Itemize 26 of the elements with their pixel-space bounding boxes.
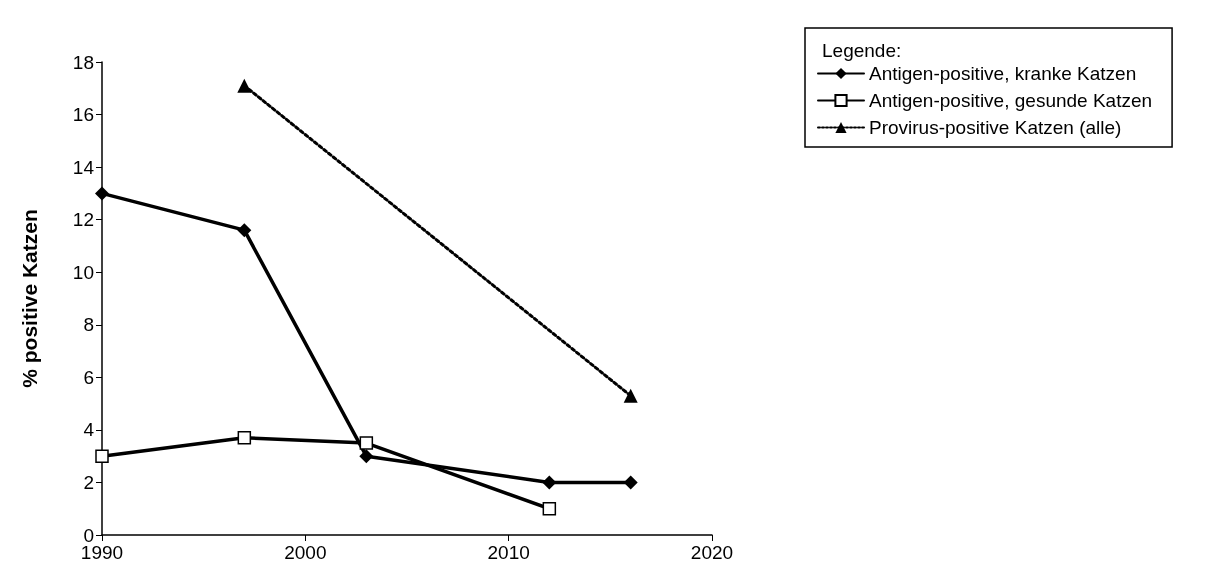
point [542,475,557,490]
point [359,449,374,464]
legend-title: Legende: [822,40,902,61]
point [623,475,638,490]
point [237,223,252,238]
legend-label: Provirus-positive Katzen (alle) [869,117,1122,138]
y-tick-label: 8 [83,314,94,336]
y-tick-label: 2 [83,471,94,493]
point [237,431,252,445]
x-tick-label: 2020 [690,542,734,563]
y-axis-title: % positive Katzen [18,209,41,388]
y-tick-label: 14 [72,156,95,178]
y-tick-label: 12 [72,209,94,231]
x-tick-label: 2000 [284,542,327,563]
y-tick-label: 18 [72,51,94,73]
y-tick-label: 16 [72,104,94,126]
point [95,186,109,201]
y-tick-label: 4 [83,419,95,441]
y-tick-label: 10 [72,261,94,283]
x-tick-label: 2010 [487,542,530,563]
y-tick-label: 6 [83,366,94,388]
point [359,436,374,450]
legend-label: Antigen-positive, kranke Katzen [869,63,1137,84]
point [95,449,109,463]
legend-label: Antigen-positive, gesunde Katzen [869,90,1153,111]
point [542,501,557,516]
